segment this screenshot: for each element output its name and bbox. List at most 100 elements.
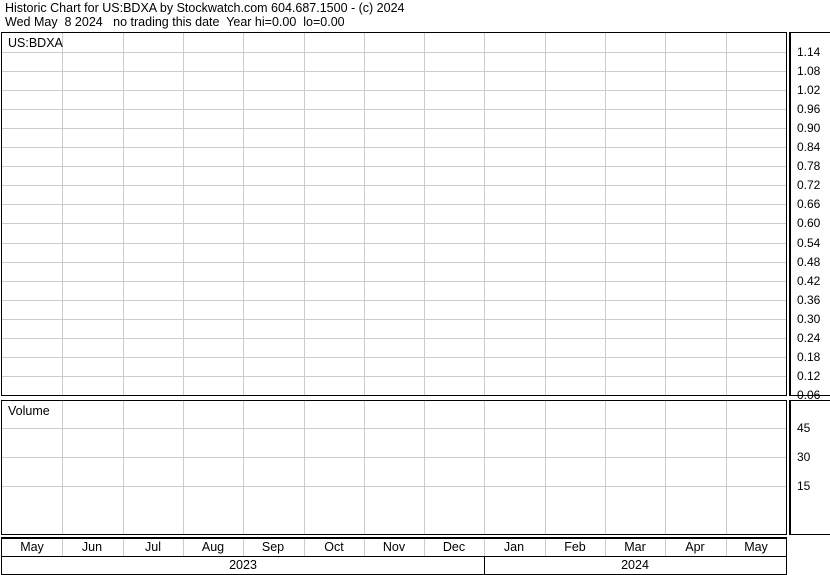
gridline-vertical [665,401,666,534]
month-axis-tick [62,539,63,556]
month-axis-label: Aug [201,540,225,554]
gridline-vertical [183,33,184,395]
gridline-horizontal [2,128,786,129]
month-axis-label: May [744,540,768,554]
gridline-vertical [62,33,63,395]
volume-plot-area[interactable]: Volume [1,400,787,535]
price-axis-tick-label: 0.72 [797,178,821,192]
gridline-vertical [364,33,365,395]
gridline-vertical [726,33,727,395]
gridline-vertical [484,401,485,534]
header-title-line: Historic Chart for US:BDXA by Stockwatch… [5,1,405,15]
gridline-vertical [304,401,305,534]
year-axis: 2023 2024 [1,556,787,575]
month-axis-tick [424,539,425,556]
gridline-vertical [424,401,425,534]
price-axis-tick-label: 0.06 [797,388,821,402]
year-axis-divider [484,557,485,574]
gridline-vertical [665,33,666,395]
price-axis-tick-label: 0.42 [797,274,821,288]
gridline-horizontal [2,109,786,110]
price-axis-tick-label: 0.48 [797,255,821,269]
chart-header: Historic Chart for US:BDXA by Stockwatch… [0,0,830,32]
gridline-vertical [123,401,124,534]
month-axis-label: Jun [81,540,103,554]
gridline-horizontal [2,486,786,487]
volume-axis-tick-label: 45 [797,421,811,435]
gridline-vertical [424,33,425,395]
month-axis-tick [304,539,305,556]
gridline-vertical [183,401,184,534]
month-axis-label: Jan [503,540,525,554]
gridline-vertical [545,33,546,395]
gridline-horizontal [2,300,786,301]
month-axis-label: Jul [145,540,161,554]
header-status-line: Wed May 8 2024 no trading this date Year… [5,15,345,29]
month-axis-tick [726,539,727,556]
price-axis-tick-label: 0.84 [797,140,821,154]
gridline-vertical [243,401,244,534]
gridline-vertical [726,401,727,534]
month-axis-label: Apr [685,540,705,554]
price-axis-tick-label: 0.54 [797,236,821,250]
gridline-horizontal [2,338,786,339]
gridline-horizontal [2,428,786,429]
price-axis-scale: 1.14 1.08 1.02 0.96 0.90 0.84 0.78 0.72 0.66 0.60… [789,32,830,401]
month-axis-label: Feb [564,540,586,554]
month-axis-tick [364,539,365,556]
gridline-vertical [364,401,365,534]
gridline-horizontal [2,262,786,263]
month-axis-label: Dec [442,540,466,554]
gridline-vertical [123,33,124,395]
gridline-horizontal [2,204,786,205]
price-axis-tick-label: 0.78 [797,159,821,173]
gridline-horizontal [2,457,786,458]
gridline-vertical [243,33,244,395]
gridline-vertical [484,33,485,395]
gridline-horizontal [2,71,786,72]
gridline-horizontal [2,52,786,53]
price-panel-label: US:BDXA [8,36,63,50]
gridline-vertical [605,401,606,534]
price-axis-tick-label: 0.96 [797,102,821,116]
price-axis-tick-label: 0.90 [797,121,821,135]
price-axis-tick-label: 0.18 [797,350,821,364]
gridline-horizontal [2,90,786,91]
gridline-horizontal [2,147,786,148]
price-plot-area[interactable]: US:BDXA [1,32,787,396]
gridline-horizontal [2,357,786,358]
price-axis-tick-label: 0.36 [797,293,821,307]
year-axis-label: 2023 [229,558,257,572]
price-axis-tick-label: 0.30 [797,312,821,326]
price-axis-tick-label: 1.14 [797,45,821,59]
gridline-horizontal [2,243,786,244]
gridline-horizontal [2,166,786,167]
price-axis-tick-label: 1.02 [797,83,821,97]
month-axis-label: May [20,540,44,554]
month-axis-label: Sep [261,540,285,554]
year-axis-label: 2024 [621,558,649,572]
gridline-vertical [62,401,63,534]
gridline-horizontal [2,223,786,224]
month-axis-tick [243,539,244,556]
month-axis-tick [545,539,546,556]
price-axis-tick-label: 0.24 [797,331,821,345]
gridline-horizontal [2,185,786,186]
gridline-vertical [605,33,606,395]
volume-axis-scale: 45 30 15 [789,400,830,535]
price-axis-tick-label: 0.60 [797,216,821,230]
month-axis-tick [484,539,485,556]
gridline-horizontal [2,395,786,396]
chart-frame: US:BDXA 1.14 1.08 1.02 0.96 0.90 0.84 0.78 0.72… [0,32,830,575]
price-axis-tick-label: 0.66 [797,197,821,211]
volume-panel-label: Volume [8,404,50,418]
month-axis-label: Oct [324,540,344,554]
gridline-vertical [304,33,305,395]
month-axis-tick [183,539,184,556]
month-axis-tick [665,539,666,556]
month-axis: May Jun Jul Aug Sep Oct Nov Dec Jan Feb Mar Apr May [1,537,787,557]
volume-axis-tick-label: 30 [797,450,811,464]
price-axis-tick-label: 1.08 [797,64,821,78]
month-axis-tick [123,539,124,556]
gridline-vertical [545,401,546,534]
